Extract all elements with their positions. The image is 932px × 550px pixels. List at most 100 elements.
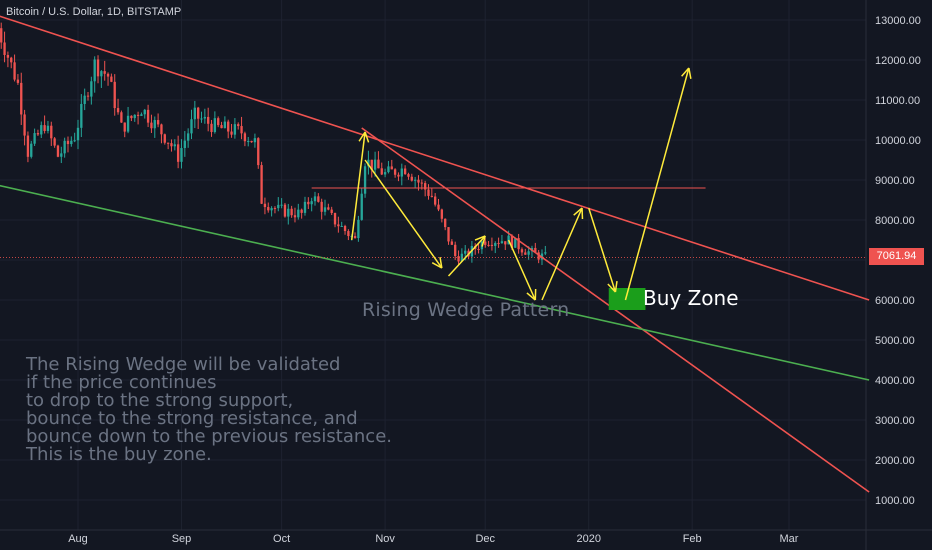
time-tick-label: Sep (172, 533, 192, 545)
candle-body (230, 131, 233, 135)
price-tick-label: 8000.00 (875, 215, 915, 227)
candle-body (307, 201, 310, 205)
candle-body (23, 114, 26, 136)
candle-body (150, 122, 153, 129)
candle-body (500, 241, 504, 244)
candle-body (420, 182, 423, 184)
candle-body (490, 244, 494, 246)
projection-arrow (588, 207, 617, 293)
arrow-head (481, 235, 486, 247)
price-tick-label: 1000.00 (875, 495, 915, 507)
trendlines (0, 15, 870, 493)
buy-zone-box (608, 288, 646, 310)
candle-body (143, 109, 146, 115)
candle-body (520, 249, 524, 253)
upper-resistance-line (0, 15, 870, 301)
candle-body (53, 138, 56, 146)
candle-body (56, 145, 60, 157)
candle-body (457, 256, 460, 262)
candle-body (140, 114, 143, 116)
candle-body (320, 201, 323, 212)
candle-body (70, 140, 73, 145)
time-tick-label: Aug (68, 533, 88, 545)
candle-body (6, 54, 10, 58)
candle-body (353, 236, 357, 239)
arrow-head (614, 281, 618, 293)
candle-body (383, 172, 387, 175)
candle-body (46, 125, 50, 131)
candle-body (257, 138, 260, 166)
candle-body (277, 204, 280, 209)
projection-arrow (364, 159, 443, 269)
candle-body (126, 115, 130, 132)
candle-body (253, 138, 257, 143)
candle-body (407, 174, 410, 177)
price-tick-label: 6000.00 (875, 295, 915, 307)
candle-body (464, 250, 467, 254)
candle-body (166, 142, 170, 144)
time-tick-label: Nov (375, 533, 395, 545)
candle-body (203, 116, 207, 119)
candle-body (544, 252, 547, 254)
candles (0, 22, 547, 266)
candle-body (263, 203, 267, 208)
candle-body (63, 140, 66, 154)
candle-body (397, 174, 400, 177)
candle-body (250, 141, 253, 143)
candle-body (487, 244, 490, 246)
candle-body (270, 208, 273, 211)
candle-body (310, 201, 313, 205)
candle-body (260, 165, 263, 204)
arrow-head (364, 131, 370, 143)
candle-body (90, 81, 93, 97)
candle-body (220, 125, 223, 129)
candle-body (146, 109, 150, 123)
wedge-pattern-label: Rising Wedge Pattern (362, 299, 570, 321)
candle-body (337, 224, 340, 227)
arrow-head (439, 257, 443, 269)
projection-arrow (507, 239, 536, 301)
candle-body (347, 231, 350, 237)
candle-body (237, 124, 240, 127)
price-tick-label: 9000.00 (875, 175, 915, 187)
candle-body (517, 238, 520, 250)
candle-body (193, 107, 196, 120)
candle-body (207, 116, 210, 124)
projection-arrow (350, 131, 366, 241)
candle-body (450, 241, 454, 245)
price-tick-label: 12000.00 (875, 55, 921, 67)
arrow-head (431, 262, 443, 269)
candle-body (20, 82, 23, 115)
candle-body (243, 133, 247, 142)
candle-body (323, 207, 327, 212)
candle-body (120, 112, 123, 123)
candle-body (153, 120, 156, 129)
arrow-head (474, 235, 486, 241)
candle-body (3, 42, 6, 55)
candle-body (100, 71, 103, 77)
arrow-head (573, 207, 583, 216)
candle-body (106, 73, 110, 77)
candle-body (43, 125, 46, 131)
candle-body (410, 176, 413, 181)
candle-body (190, 119, 193, 134)
candle-body (367, 159, 370, 167)
projection-arrow (447, 235, 486, 277)
candle-body (247, 141, 250, 143)
candle-body (447, 227, 450, 242)
candle-body (524, 252, 527, 255)
candle-body (240, 126, 243, 134)
candle-body (393, 169, 397, 175)
candle-body (317, 196, 320, 202)
candle-body (103, 71, 106, 74)
candle-body (186, 133, 190, 141)
candle-body (227, 121, 230, 132)
candle-body (460, 253, 464, 262)
candle-body (93, 59, 96, 82)
candle-body (50, 125, 53, 139)
note-line: The Rising Wedge will be validated (26, 354, 341, 375)
candle-body (400, 168, 403, 177)
candle-body (86, 95, 90, 97)
candle-body (403, 168, 407, 175)
